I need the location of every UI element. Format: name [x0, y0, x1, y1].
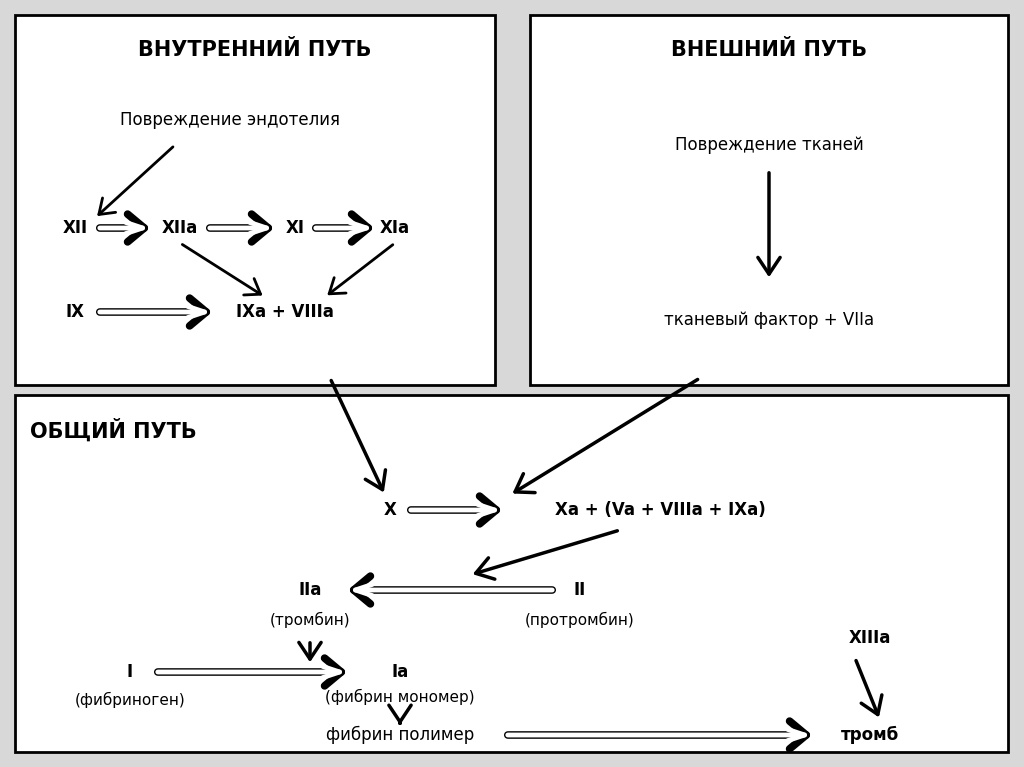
Text: Xa + (Va + VIIIa + IXa): Xa + (Va + VIIIa + IXa): [555, 501, 765, 519]
Text: тканевый фактор + VIIa: тканевый фактор + VIIa: [664, 311, 874, 329]
Text: II: II: [573, 581, 586, 599]
Bar: [15, 395, 1008, 752]
Text: (протромбин): (протромбин): [525, 612, 635, 628]
Text: тромб: тромб: [841, 726, 899, 744]
Text: XI: XI: [286, 219, 304, 237]
Text: XIIa: XIIa: [162, 219, 198, 237]
Text: IIa: IIa: [298, 581, 322, 599]
Bar: [15, 15, 495, 385]
Text: I: I: [127, 663, 133, 681]
Text: ОБЩИЙ ПУТЬ: ОБЩИЙ ПУТЬ: [30, 418, 197, 442]
Text: X: X: [384, 501, 396, 519]
Text: Ia: Ia: [391, 663, 409, 681]
Text: (фибриноген): (фибриноген): [75, 692, 185, 708]
Text: Повреждение эндотелия: Повреждение эндотелия: [120, 111, 340, 129]
Text: XIIIa: XIIIa: [849, 629, 891, 647]
Text: ВНУТРЕННИЙ ПУТЬ: ВНУТРЕННИЙ ПУТЬ: [138, 40, 372, 60]
Text: IX: IX: [66, 303, 85, 321]
Text: ВНЕШНИЙ ПУТЬ: ВНЕШНИЙ ПУТЬ: [671, 40, 867, 60]
Text: фибрин полимер: фибрин полимер: [326, 726, 474, 744]
Text: (тромбин): (тромбин): [269, 612, 350, 628]
Text: XIa: XIa: [380, 219, 410, 237]
Text: Повреждение тканей: Повреждение тканей: [675, 136, 863, 154]
Text: (фибрин мономер): (фибрин мономер): [326, 689, 475, 705]
Text: XII: XII: [62, 219, 88, 237]
Bar: [530, 15, 1008, 385]
Text: IXa + VIIIa: IXa + VIIIa: [237, 303, 334, 321]
